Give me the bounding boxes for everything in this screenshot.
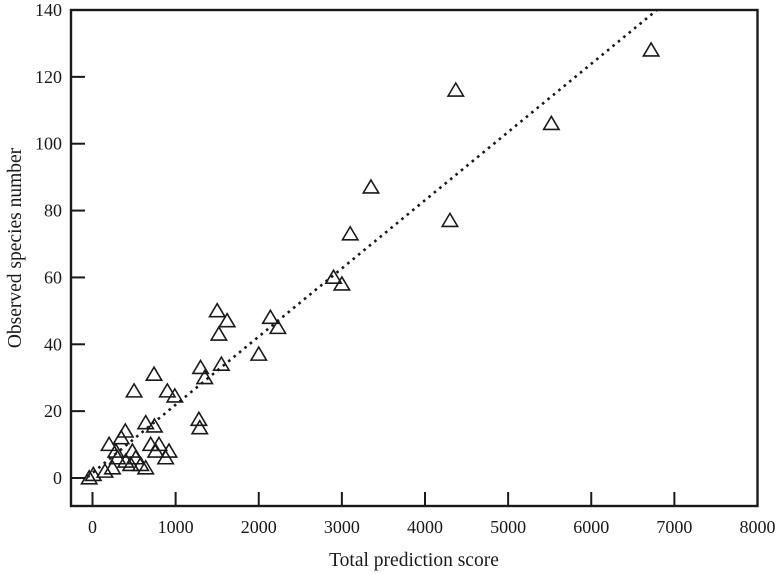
triangle-marker: [165, 387, 184, 403]
x-axis-title: Total prediction score: [329, 550, 499, 571]
x-tick-label: 6000: [573, 517, 609, 537]
y-axis-title: Observed species number: [5, 147, 26, 348]
triangle-marker: [95, 462, 115, 478]
triangle-marker: [218, 312, 237, 328]
triangle-marker: [209, 325, 228, 341]
triangle-marker: [361, 178, 381, 194]
triangle-marker: [190, 419, 209, 435]
x-tick-label: 2000: [241, 517, 277, 537]
y-tick-label: 0: [53, 468, 62, 488]
triangle-marker: [124, 382, 144, 398]
triangle-marker: [542, 114, 561, 131]
triangle-marker: [189, 410, 209, 427]
x-tick-label: 1000: [158, 517, 194, 537]
triangle-marker: [341, 225, 360, 241]
y-tick-label: 120: [35, 67, 62, 87]
triangle-marker: [261, 308, 280, 325]
triangle-marker: [191, 358, 210, 375]
triangle-marker: [126, 449, 145, 465]
x-tick-label: 4000: [407, 517, 443, 537]
triangle-marker: [158, 382, 177, 398]
y-tick-label: 140: [35, 0, 62, 20]
triangle-marker: [84, 465, 103, 482]
triangle-marker: [144, 365, 164, 381]
triangle-marker: [136, 459, 155, 475]
triangle-marker: [116, 422, 135, 438]
triangle-marker: [136, 414, 155, 430]
y-tick-label: 100: [35, 134, 62, 154]
triangle-marker: [103, 459, 122, 475]
triangle-marker: [332, 275, 351, 291]
x-tick-label: 3000: [324, 517, 360, 537]
triangle-marker: [195, 368, 214, 385]
x-tick-label: 7000: [656, 517, 692, 537]
triangle-marker: [80, 469, 99, 485]
y-tick-label: 20: [44, 401, 62, 421]
triangle-marker: [108, 449, 127, 465]
trend-line: [86, 8, 658, 479]
x-tick-label: 5000: [490, 517, 526, 537]
x-tick-label: 8000: [740, 517, 775, 537]
triangle-marker: [212, 355, 231, 371]
triangle-marker: [208, 302, 227, 318]
triangle-marker: [446, 81, 465, 97]
triangle-marker: [106, 442, 125, 458]
triangle-marker: [641, 41, 661, 57]
plot-frame: [69, 8, 759, 508]
y-tick-label: 80: [44, 201, 62, 221]
triangle-marker: [159, 442, 179, 458]
triangle-marker: [268, 318, 287, 335]
triangle-marker: [149, 435, 169, 452]
y-tick-label: 40: [44, 334, 62, 354]
triangle-marker: [324, 268, 343, 285]
x-tick-label: 0: [88, 517, 97, 537]
plot-layer: 0 1000 2000 3000 4000 5000 6000 7000 8000 0 20 40 60…: [35, 0, 775, 537]
y-tick-label: 60: [44, 267, 62, 287]
triangle-marker: [145, 417, 164, 433]
triangle-marker: [440, 211, 460, 228]
triangle-marker: [249, 345, 268, 361]
triangle-marker: [100, 435, 119, 452]
